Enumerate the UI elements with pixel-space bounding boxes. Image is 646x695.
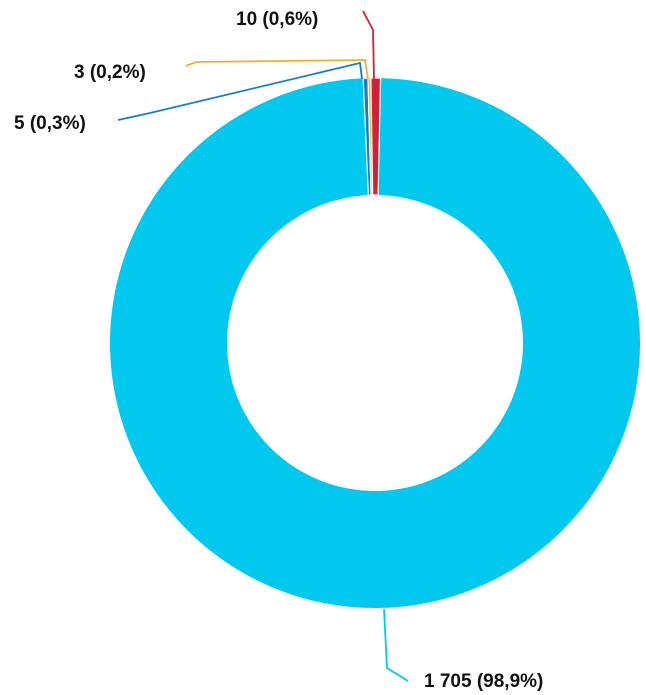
- donut-slices: [110, 77, 641, 609]
- data-labels: 1 705 (98,9%) 5 (0,3%) 3 (0,2%) 10 (0,6%): [14, 9, 543, 692]
- leader-line-5: [117, 61, 363, 121]
- data-label-10: 10 (0,6%): [236, 9, 318, 30]
- slice-1705: [110, 78, 641, 609]
- leader-lines: [117, 10, 409, 682]
- leader-line-10: [362, 10, 375, 80]
- leader-line-3: [185, 59, 369, 80]
- data-label-3: 3 (0,2%): [74, 62, 146, 83]
- leader-line-1705: [383, 608, 409, 682]
- data-label-1705: 1 705 (98,9%): [424, 671, 543, 692]
- data-label-5: 5 (0,3%): [14, 113, 86, 134]
